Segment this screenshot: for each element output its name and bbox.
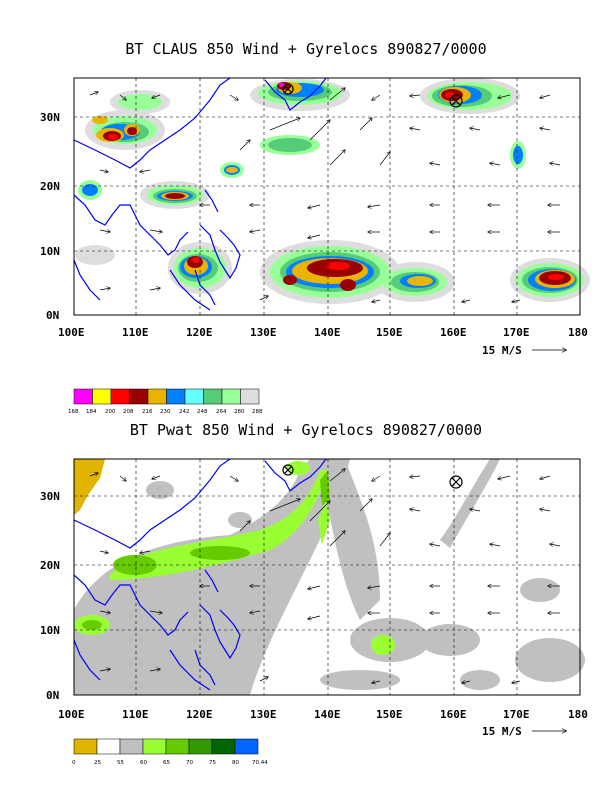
svg-text:150E: 150E xyxy=(376,326,403,339)
svg-text:140E: 140E xyxy=(314,326,341,339)
svg-text:30N: 30N xyxy=(40,111,60,124)
panel1-lat-labels: 30N 20N 10N 0N xyxy=(40,111,60,322)
svg-text:160E: 160E xyxy=(440,326,467,339)
svg-text:280: 280 xyxy=(234,409,245,415)
panel2-lat-labels: 30N 20N 10N 0N xyxy=(40,490,60,702)
panel1-wind-vectors xyxy=(89,88,561,302)
svg-text:130E: 130E xyxy=(250,326,277,339)
svg-text:30N: 30N xyxy=(40,490,60,503)
cb1-swatch xyxy=(92,388,112,405)
svg-text:160E: 160E xyxy=(440,708,467,721)
svg-text:120E: 120E xyxy=(186,708,213,721)
panel2-wind-vectors xyxy=(89,469,561,683)
svg-text:230: 230 xyxy=(160,409,171,415)
panel1-gyre-markers xyxy=(282,83,463,108)
cb2-swatch xyxy=(142,738,167,755)
panel2-lon-labels: 100E 110E 120E 130E 140E 150E 160E 170E … xyxy=(58,708,588,721)
svg-text:140E: 140E xyxy=(314,708,341,721)
panel2-coastlines xyxy=(73,458,327,691)
panel1-title: BT CLAUS 850 Wind + Gyrelocs 890827/0000 xyxy=(125,40,487,58)
svg-text:100E: 100E xyxy=(58,708,85,721)
panel1-gridlines xyxy=(74,78,580,315)
cb1-swatch xyxy=(240,388,260,405)
panel1-map: 30N 20N 10N 0N 100E 110E 120E 130E 140E … xyxy=(40,77,590,357)
svg-text:168: 168 xyxy=(68,409,79,415)
panel2-colorbar: 0 25 55 60 65 70 75 80 70.44 xyxy=(72,738,268,766)
svg-text:120E: 120E xyxy=(186,326,213,339)
svg-text:180: 180 xyxy=(568,326,588,339)
cb1-swatch xyxy=(184,388,204,405)
svg-text:170E: 170E xyxy=(503,326,530,339)
svg-text:264: 264 xyxy=(216,409,227,415)
panel1-shading xyxy=(75,78,590,304)
cb1-swatch xyxy=(203,388,223,405)
svg-text:110E: 110E xyxy=(122,708,149,721)
panel1-lon-labels: 100E 110E 120E 130E 140E 150E 160E 170E … xyxy=(58,326,588,339)
svg-text:0N: 0N xyxy=(46,689,59,702)
svg-text:216: 216 xyxy=(142,409,153,415)
svg-text:248: 248 xyxy=(197,409,208,415)
panel1-colorbar: 168 184 200 208 216 230 242 248 264 280 … xyxy=(68,388,263,415)
panel2-gyre-markers xyxy=(282,464,463,489)
panel2-reference-vector: 15 M/S xyxy=(482,725,566,738)
svg-text:288: 288 xyxy=(252,409,263,415)
svg-text:208: 208 xyxy=(123,409,134,415)
svg-text:150E: 150E xyxy=(376,708,403,721)
svg-text:70: 70 xyxy=(186,760,193,766)
svg-text:10N: 10N xyxy=(40,245,60,258)
svg-text:180: 180 xyxy=(568,708,588,721)
svg-text:170E: 170E xyxy=(503,708,530,721)
svg-text:25: 25 xyxy=(94,760,101,766)
cb2-swatch xyxy=(234,738,259,755)
cb1-swatch xyxy=(110,388,130,405)
svg-text:100E: 100E xyxy=(58,326,85,339)
svg-text:0N: 0N xyxy=(46,309,59,322)
cb1-swatch xyxy=(73,388,93,405)
svg-text:20N: 20N xyxy=(40,559,60,572)
panel2-map: 30N 20N 10N 0N 100E 110E 120E 130E 140E … xyxy=(40,458,588,738)
cb2-swatch xyxy=(165,738,190,755)
panel1-coastlines xyxy=(73,77,327,311)
svg-text:70.44: 70.44 xyxy=(252,760,268,766)
svg-text:75: 75 xyxy=(209,760,216,766)
panel1-reference-vector: 15 M/S xyxy=(482,344,566,357)
cb2-swatch xyxy=(119,738,144,755)
panel2-title: BT Pwat 850 Wind + Gyrelocs 890827/0000 xyxy=(129,421,483,439)
cb1-swatch xyxy=(129,388,149,405)
svg-text:10N: 10N xyxy=(40,624,60,637)
cb1-swatch xyxy=(147,388,167,405)
svg-text:242: 242 xyxy=(179,409,190,415)
svg-text:15 M/S: 15 M/S xyxy=(482,344,522,357)
cb1-swatch xyxy=(221,388,241,405)
svg-text:130E: 130E xyxy=(250,708,277,721)
svg-text:0: 0 xyxy=(72,760,76,766)
cb1-swatch xyxy=(166,388,186,405)
panel2-gridlines xyxy=(74,459,580,695)
cb2-swatch xyxy=(211,738,236,755)
svg-text:80: 80 xyxy=(232,760,239,766)
svg-text:200: 200 xyxy=(105,409,116,415)
svg-text:15 M/S: 15 M/S xyxy=(482,725,522,738)
cb2-swatch xyxy=(73,738,98,755)
svg-text:184: 184 xyxy=(86,409,97,415)
svg-text:110E: 110E xyxy=(122,326,149,339)
cb2-swatch xyxy=(96,738,121,755)
svg-text:60: 60 xyxy=(140,760,147,766)
cb2-swatch xyxy=(188,738,213,755)
svg-text:65: 65 xyxy=(163,760,170,766)
svg-text:55: 55 xyxy=(117,760,124,766)
svg-text:20N: 20N xyxy=(40,180,60,193)
